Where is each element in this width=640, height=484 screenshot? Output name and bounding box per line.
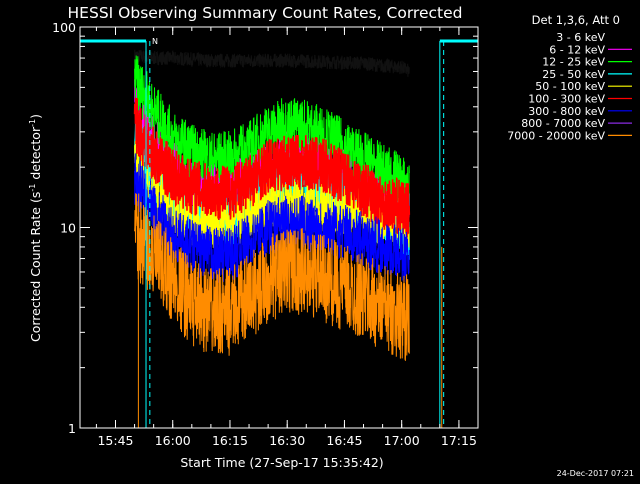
y-axis-label-mid: detector [28, 126, 43, 184]
y-axis-label-sup1: -1 [28, 184, 37, 192]
y-axis-label: Corrected Count Rate (s-1 detector-1) [28, 114, 43, 342]
night-marker-label: N [152, 37, 158, 46]
series-line-6 [133, 97, 411, 238]
plot-area: N [80, 37, 478, 428]
x-tick-label-7: 17:15 [441, 433, 477, 448]
x-tick-label-2: 16:00 [155, 433, 191, 448]
series-line-1 [134, 49, 410, 77]
x-tick-label-1: 15:45 [97, 433, 133, 448]
y-axis-label-end: ) [28, 114, 43, 119]
x-tick-label-5: 16:45 [326, 433, 362, 448]
legend-entry-5: 50 - 100 keV [535, 80, 605, 93]
legend-entry-6: 100 - 300 keV [528, 93, 605, 106]
y-axis-label-sup2: -1 [28, 119, 37, 127]
legend-entry-9: 7000 - 20000 keV [507, 129, 605, 142]
footer-date: 24-Dec-2017 07:21 [557, 469, 634, 478]
legend-entry-7: 300 - 800 keV [528, 105, 605, 118]
axes: 1 10 100 15:45 16:00 16:15 16:30 16:45 17:00 17:1… [52, 20, 479, 448]
x-tick-label-6: 17:00 [384, 433, 420, 448]
x-tick-label-3: 16:15 [212, 433, 248, 448]
x-axis-label: Start Time (27-Sep-17 15:35:42) [180, 455, 383, 470]
x-tick-label-4: 16:30 [269, 433, 305, 448]
legend-entry-2: 6 - 12 keV [549, 43, 605, 56]
series-line-9 [134, 193, 410, 361]
y-tick-label-2: 10 [60, 221, 76, 236]
y-tick-label-3: 100 [52, 20, 76, 35]
y-axis-label-main: Corrected Count Rate (s [28, 192, 43, 342]
legend-title: Det 1,3,6, Att 0 [532, 13, 620, 27]
legend-entry-4: 25 - 50 keV [542, 68, 605, 81]
y-tick-label-1: 1 [68, 421, 76, 436]
legend-entry-1: 3 - 6 keV [556, 31, 605, 44]
legend-entry-8: 800 - 7000 keV [521, 117, 605, 130]
chart-title: HESSI Observing Summary Count Rates, Cor… [68, 4, 463, 22]
legend-entry-3: 12 - 25 keV [542, 56, 605, 69]
